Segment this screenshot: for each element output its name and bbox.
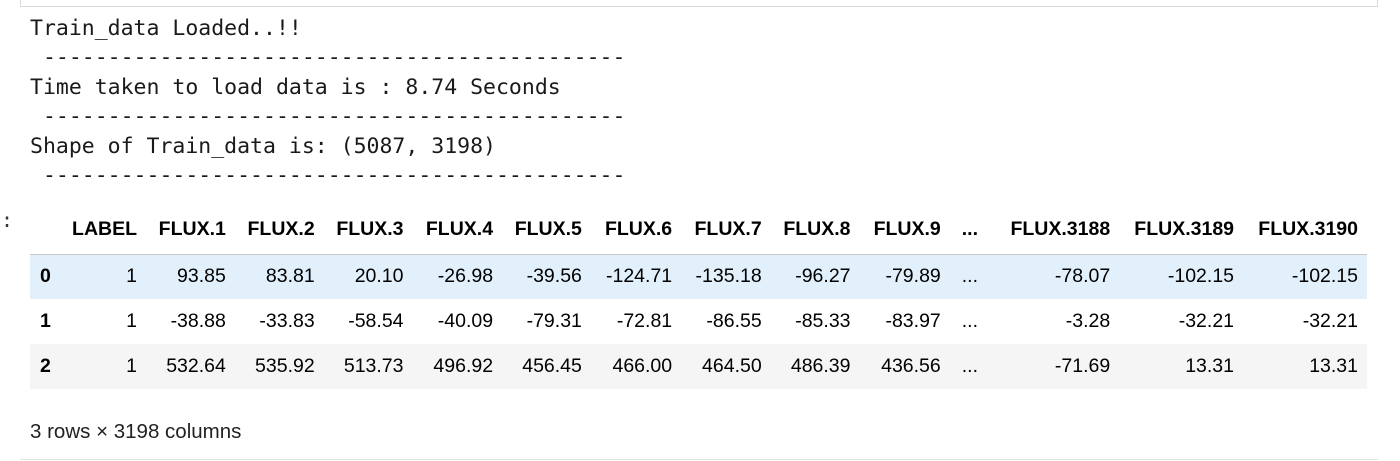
table-row: 0 1 93.85 83.81 20.10 -26.98 -39.56 -124…	[30, 254, 1367, 299]
column-header: FLUX.4	[412, 206, 503, 255]
table-cell: -71.69	[1054, 355, 1111, 377]
table-cell: -33.83	[259, 310, 315, 332]
table-cell: -135.18	[695, 265, 762, 288]
stdout-separator: ----------------------------------------…	[30, 163, 626, 189]
column-header: FLUX.3188	[990, 206, 1120, 255]
table-cell: -83.97	[885, 310, 941, 332]
table-cell: 13.31	[1185, 355, 1235, 377]
table-cell: 532.64	[166, 355, 226, 377]
table-cell: -39.56	[526, 265, 582, 288]
row-index: 2	[40, 355, 51, 377]
table-cell: -124.71	[606, 265, 673, 288]
column-header: FLUX.5	[502, 206, 591, 255]
ellipsis-header: ...	[949, 206, 991, 255]
stdout-line-loaded: Train_data Loaded..!!	[30, 16, 302, 41]
table-cell: 1	[126, 355, 138, 377]
ellipsis-cell: ...	[961, 265, 979, 288]
dataframe-table: LABEL FLUX.1 FLUX.2 FLUX.3 FLUX.4 FLUX.5…	[30, 206, 1367, 389]
stdout-separator: ----------------------------------------…	[30, 104, 626, 130]
ellipsis-cell: ...	[961, 310, 979, 332]
table-cell: -3.28	[1065, 310, 1111, 332]
table-cell: -32.21	[1178, 310, 1235, 332]
table-cell: 93.85	[177, 265, 226, 288]
table-cell: -78.07	[1054, 265, 1111, 288]
dataframe-shape-text: 3 rows × 3198 columns	[30, 420, 242, 443]
column-header: FLUX.3	[323, 206, 413, 255]
column-header: FLUX.1	[146, 206, 235, 255]
table-cell: 13.31	[1309, 355, 1358, 377]
table-cell: -86.55	[706, 310, 762, 332]
table-cell: -96.27	[795, 265, 851, 288]
table-cell: -58.54	[348, 310, 404, 332]
ellipsis-cell: ...	[961, 355, 979, 377]
table-row: 1 1 -38.88 -33.83 -58.54 -40.09 -79.31 -…	[30, 299, 1367, 344]
column-header: FLUX.3189	[1119, 206, 1244, 255]
column-header: FLUX.3190	[1243, 206, 1367, 255]
table-cell: -26.98	[437, 265, 494, 288]
stdout-line-shape: Shape of Train_data is: (5087, 3198)	[30, 133, 496, 159]
row-index: 1	[40, 310, 51, 332]
table-cell: -79.89	[885, 265, 941, 288]
column-header: FLUX.2	[234, 206, 324, 255]
table-cell: 456.45	[522, 355, 582, 377]
table-cell: 486.39	[790, 355, 851, 377]
table-cell: -38.88	[170, 310, 226, 332]
table-cell: 464.50	[702, 355, 762, 377]
table-cell: -102.15	[1291, 265, 1358, 288]
table-cell: -72.81	[616, 310, 673, 332]
column-header: FLUX.6	[590, 206, 682, 255]
table-cell: 466.00	[612, 355, 673, 377]
table-cell: -85.33	[795, 310, 851, 332]
table-cell: 436.56	[881, 355, 941, 377]
column-header: LABEL	[68, 206, 147, 255]
table-row: 2 1 532.64 535.92 513.73 496.92 456.45 4…	[30, 344, 1367, 389]
cell-bottom-border	[20, 459, 1378, 460]
table-cell: -40.09	[437, 310, 494, 332]
dataframe-scroll-container[interactable]: LABEL FLUX.1 FLUX.2 FLUX.3 FLUX.4 FLUX.5…	[30, 206, 1367, 392]
stdout-output: Train_data Loaded..!! ------------------…	[30, 14, 625, 190]
table-cell: 513.73	[343, 355, 404, 377]
row-index: 0	[40, 265, 51, 288]
table-cell: 1	[126, 310, 138, 332]
table-cell: 1	[126, 265, 138, 288]
dataframe-header-row: LABEL FLUX.1 FLUX.2 FLUX.3 FLUX.4 FLUX.5…	[30, 206, 1367, 255]
output-prompt: :	[1, 208, 14, 232]
table-cell: 83.81	[265, 265, 315, 288]
stdout-line-time: Time taken to load data is : 8.74 Second…	[30, 74, 561, 100]
table-cell: 20.10	[354, 265, 404, 288]
table-cell: -79.31	[526, 310, 582, 332]
stdout-separator: ----------------------------------------…	[30, 45, 626, 71]
table-cell: -102.15	[1167, 265, 1235, 288]
column-header: FLUX.9	[859, 206, 950, 255]
column-header: FLUX.8	[770, 206, 860, 255]
table-cell: 535.92	[255, 355, 315, 377]
table-cell: 496.92	[433, 355, 494, 377]
index-header	[30, 206, 69, 255]
table-cell: -32.21	[1302, 310, 1358, 332]
column-header: FLUX.7	[681, 206, 771, 255]
cell-top-border	[20, 0, 1378, 7]
